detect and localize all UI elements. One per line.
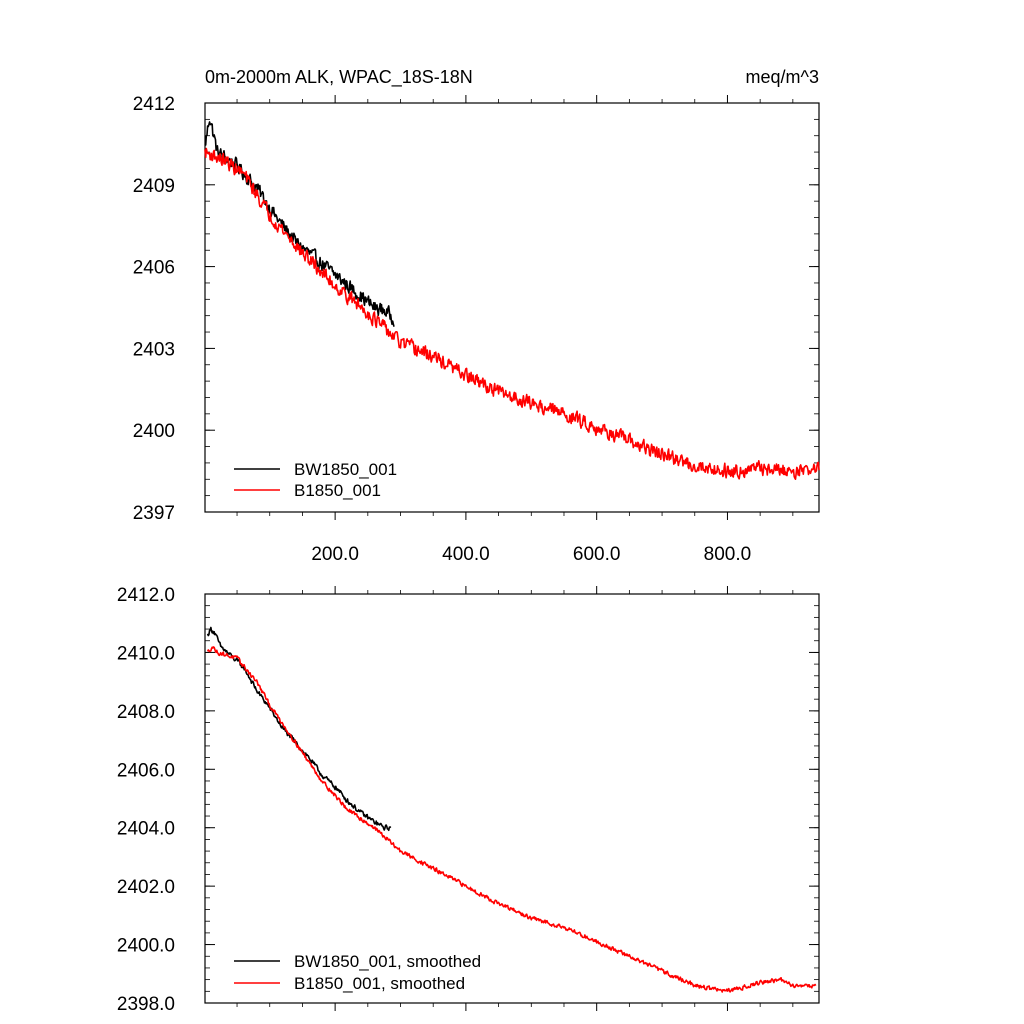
bottom-ytick-label: 2412.0: [117, 585, 175, 606]
bottom-ytick-label: 2410.0: [117, 643, 175, 664]
top-ytick-label: 2412: [133, 94, 175, 115]
bottom-ytick-label: 2404.0: [117, 819, 175, 840]
top-axis-ticks: 2397 2400 2403 2406 2409 2412 200.0 400.0 600.0 8…: [133, 94, 819, 565]
bottom-legend-label-b1850: B1850_001, smoothed: [294, 974, 465, 993]
top-xtick-label: 600.0: [573, 544, 621, 565]
top-plot-frame: [204, 102, 820, 513]
top-xtick-label: 800.0: [704, 544, 752, 565]
bottom-series-line-b1850: [206, 646, 817, 993]
top-chart-title: 0m-2000m ALK, WPAC_18S-18N: [205, 67, 473, 88]
top-legend: BW1850_001 B1850_001: [234, 460, 397, 500]
top-xtick-label: 400.0: [442, 544, 490, 565]
top-ytick-label: 2403: [133, 339, 175, 360]
top-ytick-label: 2409: [133, 176, 175, 197]
top-series-line-b1850: [204, 147, 820, 481]
top-series-group: [204, 121, 820, 481]
top-xtick-label: 200.0: [311, 544, 359, 565]
top-ytick-label: 2397: [133, 503, 175, 524]
top-chart-units: meq/m^3: [746, 67, 819, 87]
top-legend-label-b1850: B1850_001: [294, 481, 381, 500]
bottom-ytick-label: 2406.0: [117, 760, 175, 781]
top-legend-label-bw1850: BW1850_001: [294, 460, 397, 479]
bottom-ytick-label: 2398.0: [117, 994, 175, 1015]
bottom-ytick-label: 2408.0: [117, 702, 175, 723]
bottom-series-group: [206, 626, 817, 993]
top-panel: 0m-2000m ALK, WPAC_18S-18N meq/m^3 23972…: [133, 67, 820, 565]
top-ytick-label: 2400: [133, 421, 175, 442]
bottom-ytick-label: 2400.0: [117, 936, 175, 957]
bottom-ytick-label: 2402.0: [117, 877, 175, 898]
bottom-plot-frame: [204, 593, 820, 1004]
bottom-legend: BW1850_001, smoothed B1850_001, smoothed: [234, 952, 481, 993]
bottom-legend-label-bw1850: BW1850_001, smoothed: [294, 952, 481, 971]
top-series-line-bw1850: [204, 121, 395, 327]
top-ytick-label: 2406: [133, 258, 175, 279]
bottom-panel: 2398.0 2400.0 2402.0 2404.0 2406.0 2408.0 2410…: [117, 585, 820, 1015]
bottom-series-line-bw1850: [206, 626, 392, 832]
bottom-axis-ticks: 2398.0 2400.0 2402.0 2404.0 2406.0 2408.0 2410…: [117, 585, 819, 1015]
